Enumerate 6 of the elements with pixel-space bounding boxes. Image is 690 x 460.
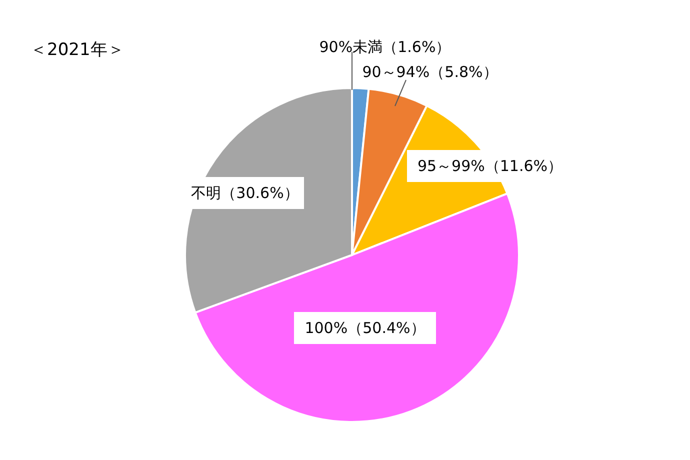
slice-label: 90%未満（1.6%）	[319, 38, 451, 56]
slice-label: 100%（50.4%）	[304, 319, 426, 337]
slice-label: 95～99%（11.6%）	[417, 157, 563, 175]
slice-label: 不明（30.6%）	[191, 184, 299, 202]
slice-label: 90～94%（5.8%）	[362, 63, 498, 81]
chart-title: ＜2021年＞	[30, 39, 124, 61]
